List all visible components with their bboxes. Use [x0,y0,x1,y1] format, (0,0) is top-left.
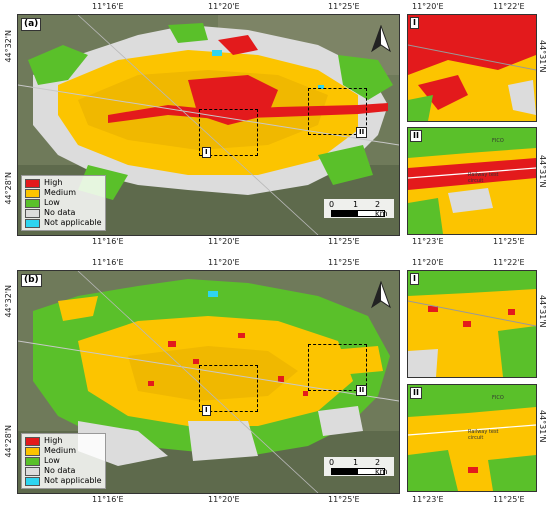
inset-panel-b-1: I [407,270,537,378]
lon-label-a-1: 11°16'E [92,2,124,11]
legend-swatch [25,446,40,456]
legend-swatch [25,436,40,446]
scale-bar-a: 0 1 2 km [324,199,394,218]
lon-label-a-4: 11°16'E [92,237,124,246]
scale-bar-b: 0 1 2 km [324,457,394,476]
lon-label-b-6: 11°25'E [328,495,360,504]
inset-marker-b-1: I [202,405,211,416]
inset-tag-railway-a: Railway test circuit [468,172,499,184]
legend-swatch [25,466,40,476]
inset-extent-box-a-1 [199,109,258,156]
inset-panel-a-2: II FICO Railway test circuit [407,127,537,235]
legend-item-high: High [25,436,102,446]
legend-label: High [44,436,63,445]
inset-marker-a-2: II [356,127,368,138]
lon-label-a-5: 11°20'E [208,237,240,246]
lon-label-a-2: 11°20'E [208,2,240,11]
inset-lat-b-1: 44°31'N [538,295,547,328]
legend-item-low: Low [25,456,102,466]
lat-label-a-bottom: 44°28'N [4,172,13,205]
legend-label: Not applicable [44,218,102,227]
inset-lon-a-3: 11°23'E [412,237,444,246]
inset-lat-b-2: 44°31'N [538,410,547,443]
north-arrow-icon-a [371,25,391,53]
map-panel-a: (a) I II High Medium Low No data Not app… [17,14,400,236]
inset-lat-a-2: 44°31'N [538,155,547,188]
legend-swatch [25,456,40,466]
lon-label-b-1: 11°16'E [92,258,124,267]
inset-label-a-1: I [410,17,419,29]
legend-label: Medium [44,188,76,197]
legend-swatch [25,178,40,188]
lon-label-a-6: 11°25'E [328,237,360,246]
inset-map-b-2 [408,385,536,491]
lon-label-b-5: 11°20'E [208,495,240,504]
lon-label-a-3: 11°25'E [328,2,360,11]
legend-a: High Medium Low No data Not applicable [21,175,106,231]
lat-label-b-bottom: 44°28'N [4,425,13,458]
legend-label: Low [44,456,60,465]
lon-label-b-4: 11°16'E [92,495,124,504]
panel-label-b: (b) [21,274,42,287]
scale-tick-0: 0 [329,200,335,209]
legend-swatch [25,476,40,486]
scale-tick-1: 1 [353,200,359,209]
legend-swatch [25,188,40,198]
legend-swatch [25,208,40,218]
legend-item-low: Low [25,198,102,208]
legend-b: High Medium Low No data Not applicable [21,433,106,489]
legend-swatch [25,198,40,208]
inset-marker-a-1: I [202,147,211,158]
legend-label: Medium [44,446,76,455]
legend-label: No data [44,208,76,217]
inset-tag-railway-b: Railway test circuit [468,429,499,441]
inset-tag-fico-b: FICO [492,395,504,401]
inset-lon-b-1: 11°20'E [412,258,444,267]
inset-lon-a-2: 11°22'E [493,2,525,11]
inset-lat-a-1: 44°31'N [538,40,547,73]
inset-tag-fico-a: FICO [492,138,504,144]
inset-panel-a-1: I [407,14,537,122]
scale-tick-2: 2 km [375,200,388,218]
inset-lon-b-4: 11°25'E [493,495,525,504]
legend-item-nodata: No data [25,466,102,476]
inset-extent-box-b-1 [199,365,258,412]
inset-map-a-2 [408,128,536,234]
legend-item-high: High [25,178,102,188]
inset-extent-box-b-2 [308,344,367,391]
inset-panel-b-2: II FICO Railway test circuit [407,384,537,492]
inset-lon-b-2: 11°22'E [493,258,525,267]
inset-lon-b-3: 11°23'E [412,495,444,504]
legend-item-medium: Medium [25,446,102,456]
lon-label-b-3: 11°25'E [328,258,360,267]
inset-label-b-2: II [410,387,422,399]
inset-label-a-2: II [410,130,422,142]
lat-label-b-top: 44°32'N [4,285,13,318]
legend-item-medium: Medium [25,188,102,198]
inset-lon-a-4: 11°25'E [493,237,525,246]
inset-label-b-1: I [410,273,419,285]
inset-marker-b-2: II [356,385,368,396]
legend-item-nodata: No data [25,208,102,218]
inset-extent-box-a-2 [308,88,367,135]
scale-tick-2: 2 km [375,458,388,476]
inset-map-a-1 [408,15,536,121]
legend-item-na: Not applicable [25,476,102,486]
scale-tick-1: 1 [353,458,359,467]
map-panel-b: (b) I II High Medium Low No data Not app… [17,270,400,494]
scale-tick-0: 0 [329,458,335,467]
satellite-map-a [18,15,399,235]
panel-label-a: (a) [21,18,42,31]
inset-map-b-1 [408,271,536,377]
legend-item-na: Not applicable [25,218,102,228]
legend-label: No data [44,466,76,475]
north-arrow-icon-b [371,281,391,309]
legend-label: Not applicable [44,476,102,485]
inset-lon-a-1: 11°20'E [412,2,444,11]
legend-swatch [25,218,40,228]
legend-label: High [44,178,63,187]
legend-label: Low [44,198,60,207]
lon-label-b-2: 11°20'E [208,258,240,267]
lat-label-a-top: 44°32'N [4,30,13,63]
